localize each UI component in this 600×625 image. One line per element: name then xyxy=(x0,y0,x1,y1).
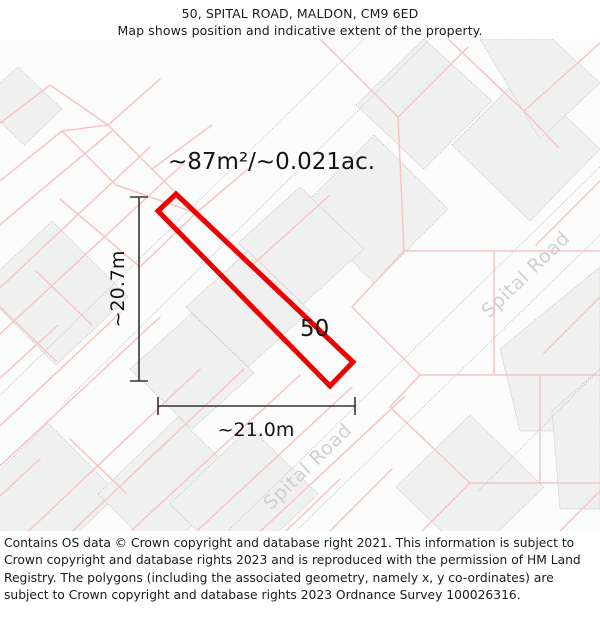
height-dimension xyxy=(130,196,148,382)
parcel-line xyxy=(329,468,393,531)
parcel-line xyxy=(195,386,353,531)
area-label: ~87m²/~0.021ac. xyxy=(168,149,375,175)
parcel-line xyxy=(0,146,151,289)
building-polygon xyxy=(0,422,119,531)
parcel-line xyxy=(259,396,405,531)
parcel-line xyxy=(0,78,161,126)
road-casing-line xyxy=(59,39,431,408)
page-title: 50, SPITAL ROAD, MALDON, CM9 6ED xyxy=(181,6,419,21)
road-casing-line xyxy=(227,166,600,531)
building-polygon xyxy=(169,426,319,531)
building-polygon xyxy=(451,74,600,222)
building-polygon xyxy=(129,312,255,430)
parcel-line xyxy=(543,296,600,354)
plot-number-label: 50 xyxy=(300,316,329,342)
parcel-line xyxy=(0,324,59,380)
parcel-line xyxy=(71,368,245,531)
building-polygon xyxy=(395,414,545,531)
height-label: ~20.7m xyxy=(107,251,129,328)
building-footprints xyxy=(0,39,600,531)
property-map[interactable]: Spital Road Spital Road ~87m²/~0.021ac. … xyxy=(0,39,600,531)
parcel-line xyxy=(27,368,201,531)
width-label: ~21.0m xyxy=(218,419,295,441)
building-polygon xyxy=(499,266,600,432)
building-polygon xyxy=(479,39,600,140)
building-polygon xyxy=(0,66,63,146)
parcel-line xyxy=(285,478,341,531)
parcel-line xyxy=(523,110,559,148)
road-casing-line xyxy=(477,368,600,492)
road-casing-line xyxy=(295,234,600,531)
parcel-line xyxy=(35,270,93,326)
page-subtitle: Map shows position and indicative extent… xyxy=(117,23,483,38)
parcel-line xyxy=(0,130,113,226)
parcel-line xyxy=(0,162,185,336)
parcel-line xyxy=(69,438,127,494)
parcel-line xyxy=(0,312,121,427)
map-header: 50, SPITAL ROAD, MALDON, CM9 6ED Map sho… xyxy=(0,0,600,39)
parcel-line xyxy=(0,458,41,498)
copyright-text: Contains OS data © Crown copyright and d… xyxy=(4,536,581,603)
parcel-line xyxy=(0,306,57,362)
parcel-line xyxy=(397,116,405,252)
copyright-footer: Contains OS data © Crown copyright and d… xyxy=(0,535,600,605)
parcel-line xyxy=(129,374,301,531)
parcel-line xyxy=(559,490,600,531)
parcel-line xyxy=(535,180,600,246)
road-casings xyxy=(0,39,600,531)
building-polygon xyxy=(551,368,600,510)
parcel-line xyxy=(0,316,161,467)
building-polygon xyxy=(185,250,311,368)
parcel-line xyxy=(351,250,421,376)
property-plot-outline[interactable] xyxy=(154,190,357,390)
building-polygon xyxy=(355,39,493,170)
map-canvas: Spital Road Spital Road ~87m²/~0.021ac. … xyxy=(0,39,600,531)
parcel-boundaries xyxy=(0,39,600,531)
parcel-line xyxy=(420,482,471,531)
width-dimension xyxy=(157,397,356,415)
parcel-line xyxy=(389,374,471,484)
